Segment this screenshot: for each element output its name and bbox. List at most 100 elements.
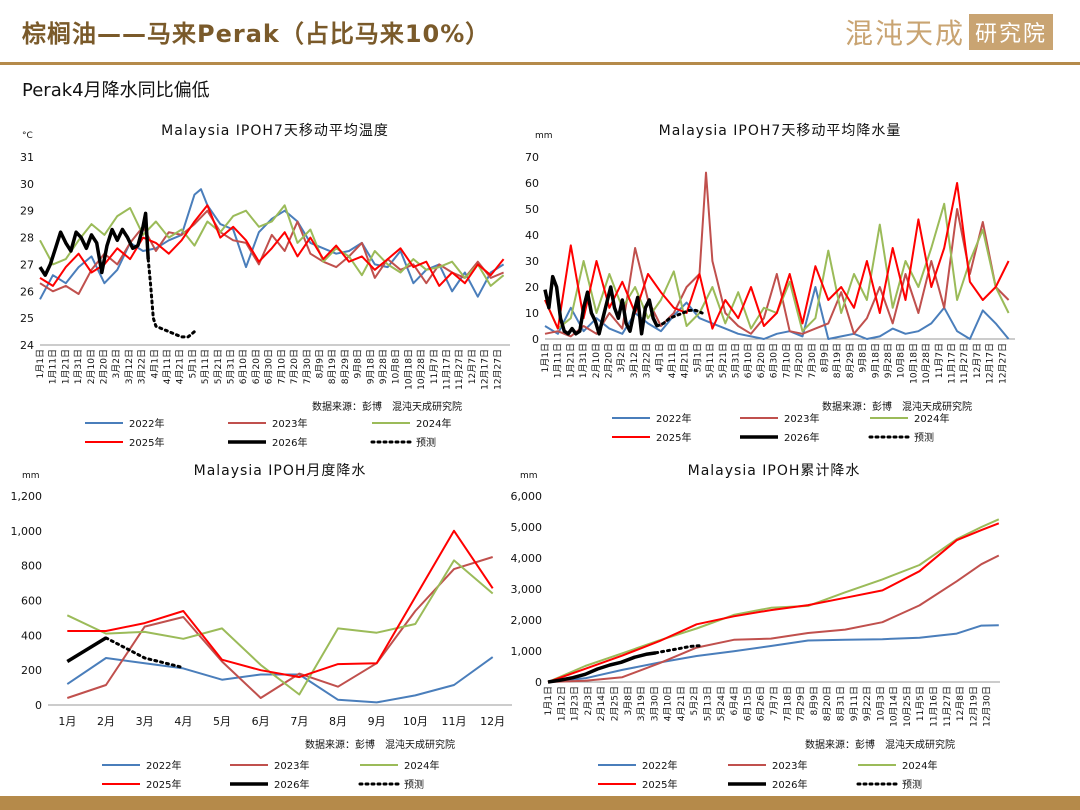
series-line-forecast (146, 257, 196, 339)
x-tick-label: 10月3日 (875, 686, 886, 721)
y-tick-label: 0 (35, 699, 42, 712)
y-tick-label: 2,000 (511, 614, 543, 627)
x-tick-label: 4月11日 (162, 349, 173, 384)
series-line-forecast (655, 308, 704, 328)
x-tick-label: 7月10日 (781, 343, 792, 378)
x-tick-label: 4月11日 (667, 343, 678, 378)
x-tick-label: 9月8日 (353, 349, 364, 378)
x-tick-label: 9月22日 (862, 686, 873, 721)
page-title: 棕榈油——马来Perak（占比马来10%） (22, 20, 491, 48)
legend-label-2026: 2026年 (272, 436, 307, 449)
x-tick-label: 1月11日 (48, 349, 59, 384)
legend-label-2025: 2025年 (146, 778, 181, 791)
x-tick-label: 5月1日 (692, 343, 703, 372)
legend-label-2025: 2025年 (642, 778, 677, 791)
x-tick-label: 12月7日 (972, 343, 983, 378)
x-tick-label: 6月20日 (756, 343, 767, 378)
x-tick-label: 8月31日 (835, 686, 846, 721)
x-tick-label: 2月10日 (86, 349, 97, 384)
x-tick-label: 10月18日 (403, 349, 414, 390)
x-tick-label: 3月8日 (623, 686, 634, 715)
legend-label-2023: 2023年 (272, 417, 307, 430)
series-line-2025 (39, 204, 505, 287)
y-tick-label: 1,200 (11, 490, 43, 503)
x-tick-label: 6月 (252, 715, 270, 728)
y-tick-label: 40 (525, 229, 539, 242)
y-tick-label: 0 (535, 676, 542, 689)
x-tick-label: 8月 (329, 715, 347, 728)
x-tick-label: 1月21日 (565, 343, 576, 378)
x-tick-label: 11月7日 (429, 349, 440, 384)
chart-rain7: Malaysia IPOH7天移动平均降水量 mm 0 10 20 30 40 50 60 70 1… (525, 123, 1015, 444)
y-tick-label: 6,000 (511, 490, 543, 503)
x-tick-label: 4月21日 (680, 343, 691, 378)
x-tick-label: 2月10日 (591, 343, 602, 378)
y-tick-label: 4,000 (511, 552, 543, 565)
x-tick-label: 7月18日 (782, 686, 793, 721)
x-tick-label: 9月28日 (378, 349, 389, 384)
legend-label-2023: 2023年 (274, 759, 309, 772)
y-unit-label: mm (22, 471, 40, 481)
legend-label-forecast: 预测 (902, 778, 922, 791)
y-tick-label: 30 (20, 178, 34, 191)
x-tick-label: 5月21日 (213, 349, 224, 384)
x-tick-label: 5月 (213, 715, 231, 728)
x-tick-label: 11月 (442, 715, 467, 728)
x-tick-label: 12月17日 (480, 349, 491, 390)
x-tick-label: 10月28日 (416, 349, 427, 390)
x-tick-label: 12月 (480, 715, 505, 728)
x-tick-label: 8月9日 (819, 343, 830, 372)
x-tick-label: 8月29日 (845, 343, 856, 378)
x-tick-label: 12月30日 (982, 686, 993, 727)
x-tick-label: 3月 (136, 715, 154, 728)
legend-label-2024: 2024年 (404, 759, 439, 772)
x-tick-label: 6月15日 (742, 686, 753, 721)
source-note: 数据来源：彭博 混沌天成研究院 (822, 400, 972, 413)
x-tick-label: 6月20日 (251, 349, 262, 384)
x-tick-label: 5月21日 (718, 343, 729, 378)
x-tick-label: 7月 (290, 715, 308, 728)
x-tick-label: 4月1日 (149, 349, 160, 378)
x-tick-label: 6月4日 (729, 686, 740, 715)
x-tick-label: 9月28日 (883, 343, 894, 378)
x-tick-label: 1月 (58, 715, 76, 728)
legend-label-2026: 2026年 (772, 778, 807, 791)
legend-label-2022: 2022年 (146, 759, 181, 772)
x-tick-label: 11月27日 (454, 349, 465, 390)
y-tick-label: 200 (21, 664, 42, 677)
x-tick-label: 4月1日 (654, 343, 665, 372)
x-tick-label: 12月17日 (985, 343, 996, 384)
x-tick-label: 3月22日 (137, 349, 148, 384)
x-tick-label: 12月27日 (492, 349, 503, 390)
logo-text: 混沌天成 (845, 17, 966, 50)
x-tick-label: 12月7日 (467, 349, 478, 384)
series-line-2022 (39, 188, 505, 300)
series-line-2023 (547, 554, 1000, 683)
x-tick-label: 5月11日 (200, 349, 211, 384)
x-tick-label: 8月20日 (822, 686, 833, 721)
y-tick-label: 24 (20, 339, 34, 352)
subtitle: Perak4月降水同比偏低 (22, 80, 210, 101)
x-tick-label: 6月10日 (238, 349, 249, 384)
x-tick-label: 7月29日 (796, 686, 807, 721)
y-unit-label: mm (535, 131, 553, 141)
y-tick-label: 27 (20, 258, 34, 271)
x-tick-label: 9月 (368, 715, 386, 728)
y-tick-label: 25 (20, 312, 34, 325)
x-tick-label: 11月27日 (942, 686, 953, 727)
x-tick-label: 3月2日 (616, 343, 627, 372)
x-tick-label: 7月10日 (276, 349, 287, 384)
y-tick-label: 31 (20, 151, 34, 164)
x-tick-label: 4月21日 (676, 686, 687, 721)
legend-label-2022: 2022年 (129, 417, 164, 430)
y-tick-label: 50 (525, 203, 539, 216)
series-line-2025 (547, 522, 1000, 683)
x-tick-label: 8月9日 (314, 349, 325, 378)
x-tick-label: 3月22日 (642, 343, 653, 378)
y-tick-label: 28 (20, 232, 34, 245)
x-tick-label: 6月30日 (769, 343, 780, 378)
x-tick-label: 5月31日 (731, 343, 742, 378)
x-tick-label: 11月16日 (929, 686, 940, 727)
y-tick-label: 800 (21, 560, 42, 573)
legend-label-2022: 2022年 (642, 759, 677, 772)
